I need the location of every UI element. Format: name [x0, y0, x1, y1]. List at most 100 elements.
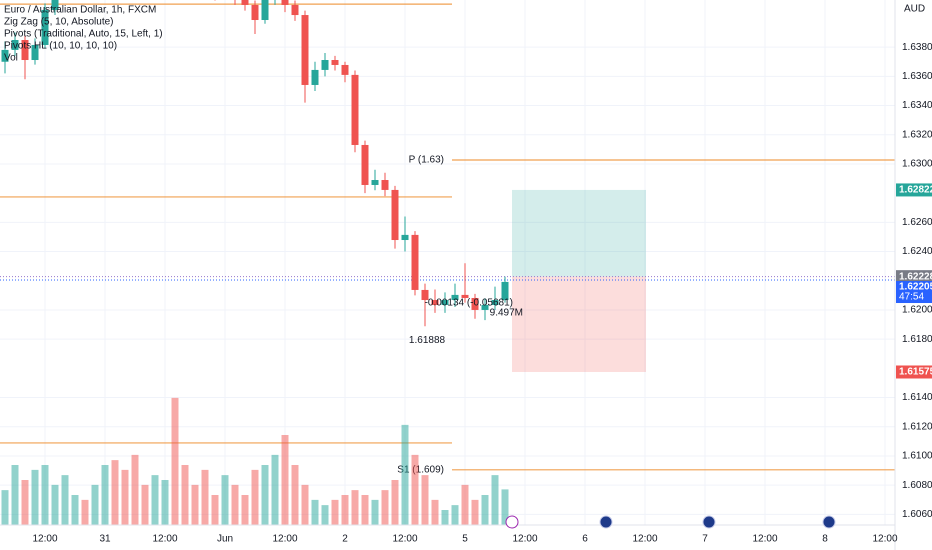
candle-body [51, 0, 59, 10]
legend-indicator: Zig Zag (5, 10, Absolute) [4, 17, 114, 28]
volume-bar [361, 495, 369, 525]
volume-bar [311, 499, 319, 525]
volume-bar [301, 484, 309, 525]
candle-body [351, 74, 359, 145]
candle-body [241, 0, 249, 5]
volume-bar [221, 475, 229, 525]
volume-bar [241, 495, 249, 525]
legend-indicator: Pivots HL (10, 10, 10, 10) [4, 41, 117, 52]
volume-bar [431, 499, 439, 525]
y-tick-label: 1.63600 [902, 71, 932, 82]
candle-body [401, 234, 409, 241]
candle-body [461, 294, 469, 298]
volume-bar [91, 484, 99, 525]
candle-body [21, 40, 29, 61]
y-tick-label: 1.60600 [902, 509, 932, 520]
x-tick-label: 12:00 [632, 534, 657, 545]
volume-bar [461, 484, 469, 525]
stop-price-label-box [896, 365, 932, 379]
y-tick-label: 1.63200 [902, 129, 932, 140]
volume-bar [351, 490, 359, 525]
stop-price-label: 1.61575 [899, 367, 932, 378]
candle-body [31, 44, 39, 61]
volume-label: 9.497M [490, 308, 523, 319]
candle-body [491, 300, 499, 305]
volume-bar [161, 480, 169, 525]
volume-bar [371, 499, 379, 525]
candle-body [391, 189, 399, 241]
change-label: -0.00134 (-0.05681) [425, 298, 513, 309]
candle-body [321, 60, 329, 70]
volume-bar [251, 469, 259, 525]
candle-body [421, 289, 429, 301]
volume-bar [481, 495, 489, 525]
volume-bar [71, 495, 79, 525]
candle-body [1, 49, 9, 62]
volume-bar [131, 454, 139, 525]
volume-bar [191, 484, 199, 525]
entry-price-label: 1.62228 [899, 271, 932, 282]
y-tick-label: 1.62600 [902, 217, 932, 228]
volume-bar [471, 499, 479, 525]
candle-body [41, 9, 49, 45]
volume-bar [261, 465, 269, 525]
candle-body [451, 294, 459, 301]
y-tick-label: 1.63000 [902, 159, 932, 170]
countdown-label: 47:54 [899, 292, 924, 303]
legend-title: Euro / Australian Dollar, 1h, FXCM [4, 5, 156, 16]
volume-bar [331, 499, 339, 525]
volume-bar [201, 469, 209, 525]
legend: Euro / Australian Dollar, 1h, FXCM Zig Z… [4, 5, 163, 64]
event-icon[interactable] [505, 515, 519, 529]
x-tick-label: 5 [462, 534, 468, 545]
axes: 1.60600 1.60800 1.61000 1.61200 1.61400 1.618… [32, 42, 932, 545]
volume-bar [231, 484, 239, 525]
candle-body [11, 40, 19, 50]
volume-bar [81, 499, 89, 525]
y-tick-label: 1.61400 [902, 392, 932, 403]
x-tick-label: 8 [822, 534, 828, 545]
volume-bar [121, 469, 129, 525]
loss-zone [512, 276, 646, 372]
y-tick-label: 1.62000 [902, 305, 932, 316]
candle-body [291, 4, 299, 16]
volume-bar [491, 475, 499, 525]
candle-body [441, 300, 449, 305]
volume-bar [291, 465, 299, 525]
currency-label: AUD [904, 4, 925, 15]
volume-bar [281, 435, 289, 525]
zigzag-label: 1.64095 [125, 0, 162, 2]
volume-bar [421, 475, 429, 525]
event-icon[interactable] [702, 515, 716, 529]
x-tick-label: 12:00 [872, 534, 897, 545]
candle-body [251, 4, 259, 21]
legend-volume: Vol [4, 53, 18, 64]
candle-body [281, 0, 289, 5]
grid [0, 0, 895, 525]
x-tick-label: 7 [702, 534, 708, 545]
candle-body [311, 69, 319, 85]
y-tick-label: 1.62400 [902, 246, 932, 257]
plot-area: P (1.63) S1 (1.609) 1.64095 1.61888 -0.00134… [0, 0, 895, 525]
y-tick-label: 1.60800 [902, 480, 932, 491]
candle-body [301, 15, 309, 85]
x-tick-label: 12:00 [32, 534, 57, 545]
volume-bar [441, 510, 449, 525]
x-tick-label: 31 [99, 534, 111, 545]
x-tick-label: 12:00 [152, 534, 177, 545]
pivot-label: P (1.63) [409, 155, 444, 166]
candle-body [481, 304, 489, 310]
candle-body [331, 60, 339, 65]
event-icon[interactable] [822, 515, 836, 529]
y-tick-label: 1.61000 [902, 451, 932, 462]
volume-bar [1, 490, 9, 525]
candle-body [471, 297, 479, 310]
zigzag-label: 1.61888 [409, 335, 446, 346]
candle-body [381, 180, 389, 190]
volume-bar [11, 465, 19, 525]
volume-bar [51, 484, 59, 525]
event-icon[interactable] [599, 515, 613, 529]
volume-bar [101, 465, 109, 525]
candle-body [341, 64, 349, 75]
